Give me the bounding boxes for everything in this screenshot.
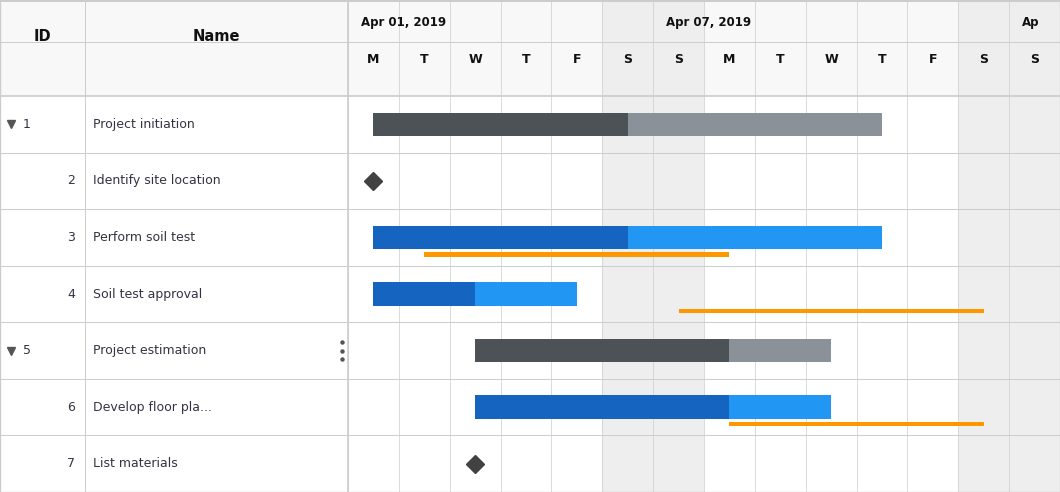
Text: F: F [572,53,581,66]
Text: T: T [522,53,530,66]
Bar [475,339,729,363]
Text: W: W [469,53,482,66]
Bar [373,282,475,306]
Text: 1: 1 [23,118,31,131]
Text: Name: Name [193,29,241,44]
Text: Identify site location: Identify site location [92,175,220,187]
Text: 6: 6 [67,400,75,414]
Text: Apr 01, 2019: Apr 01, 2019 [360,16,446,29]
Text: 3: 3 [67,231,75,244]
Text: Apr 07, 2019: Apr 07, 2019 [666,16,750,29]
Text: T: T [878,53,886,66]
Bar [373,113,628,136]
Text: W: W [825,53,838,66]
Text: Soil test approval: Soil test approval [92,287,201,301]
Bar [475,282,577,306]
FancyBboxPatch shape [1009,0,1060,492]
FancyBboxPatch shape [0,0,1060,96]
Text: T: T [420,53,428,66]
Text: Perform soil test: Perform soil test [92,231,195,244]
Text: M: M [367,53,379,66]
Text: Develop floor pla...: Develop floor pla... [92,400,212,414]
Bar [678,309,984,313]
Text: S: S [674,53,683,66]
Bar [475,395,729,419]
Text: 2: 2 [67,175,75,187]
Text: T: T [776,53,784,66]
Text: S: S [1030,53,1039,66]
Text: S: S [623,53,632,66]
Text: S: S [979,53,988,66]
Text: Ap: Ap [1022,16,1040,29]
Bar [729,339,831,363]
Bar [729,395,831,419]
Text: List materials: List materials [92,457,177,470]
FancyBboxPatch shape [602,0,653,492]
Text: 4: 4 [67,287,75,301]
Bar [729,422,984,427]
Text: ID: ID [34,29,51,44]
Bar [424,252,729,257]
Bar [628,113,882,136]
FancyBboxPatch shape [653,0,704,492]
Bar [373,226,628,249]
Text: M: M [723,53,736,66]
Text: 7: 7 [67,457,75,470]
Text: Project initiation: Project initiation [92,118,194,131]
Text: 5: 5 [23,344,31,357]
FancyBboxPatch shape [958,0,1009,492]
Text: F: F [929,53,937,66]
Text: Project estimation: Project estimation [92,344,206,357]
Bar [628,226,882,249]
